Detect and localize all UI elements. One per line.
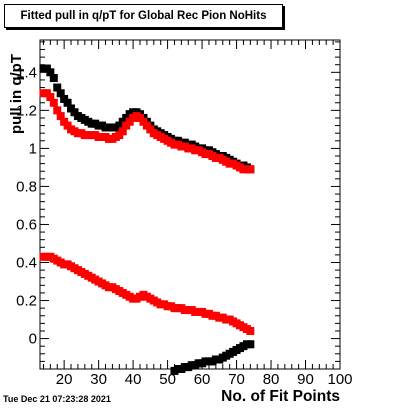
data-point <box>246 340 255 349</box>
data-point <box>46 93 55 102</box>
data-point <box>49 74 58 83</box>
y-tick-label: 1 <box>29 140 37 157</box>
y-tick-label: 0.6 <box>16 216 37 233</box>
x-tick-label: 90 <box>297 371 314 388</box>
x-tick-label: 100 <box>327 371 352 388</box>
chart-title: Fitted pull in q/pT for Global Rec Pion … <box>20 10 267 22</box>
data-point <box>56 112 65 121</box>
chart-title-box: Fitted pull in q/pT for Global Rec Pion … <box>4 4 283 28</box>
data-point <box>118 127 127 136</box>
chart-frame <box>39 39 341 370</box>
series-3 <box>39 252 255 335</box>
data-point <box>56 89 65 98</box>
data-point <box>49 98 58 107</box>
y-tick-label: 0.4 <box>16 255 37 272</box>
data-point <box>46 68 55 77</box>
y-tick-label: 1.2 <box>16 102 37 119</box>
x-tick-label: 20 <box>56 371 73 388</box>
x-tick-label: 80 <box>263 371 280 388</box>
x-axis-label: No. of Fit Points <box>221 388 340 405</box>
data-point <box>246 165 255 174</box>
data-point <box>53 106 62 115</box>
y-tick-label: 0.8 <box>16 178 37 195</box>
x-tick-label: 70 <box>228 371 245 388</box>
x-tick-label: 50 <box>159 371 176 388</box>
series-2 <box>39 89 255 174</box>
y-axis-label: pull in q/pT <box>8 54 25 134</box>
series-4 <box>170 340 255 375</box>
y-tick-label: 1.4 <box>16 64 37 81</box>
data-point <box>53 83 62 92</box>
x-tick-label: 30 <box>90 371 107 388</box>
y-axis: 0 0.2 0.4 0.6 0.8 1 1.2 1.4 <box>16 41 340 370</box>
data-point <box>63 98 72 107</box>
timestamp: Tue Dec 21 07:23:28 2021 <box>3 394 111 404</box>
data-series <box>39 64 255 375</box>
plot-frame <box>39 39 341 370</box>
data-point <box>246 326 255 335</box>
y-tick-label: 0.2 <box>16 293 37 310</box>
x-tick-label: 60 <box>194 371 211 388</box>
x-tick-label: 40 <box>125 371 142 388</box>
y-tick-label: 0 <box>29 331 37 348</box>
x-axis: 20 30 40 50 60 70 80 90 100 <box>42 40 353 388</box>
